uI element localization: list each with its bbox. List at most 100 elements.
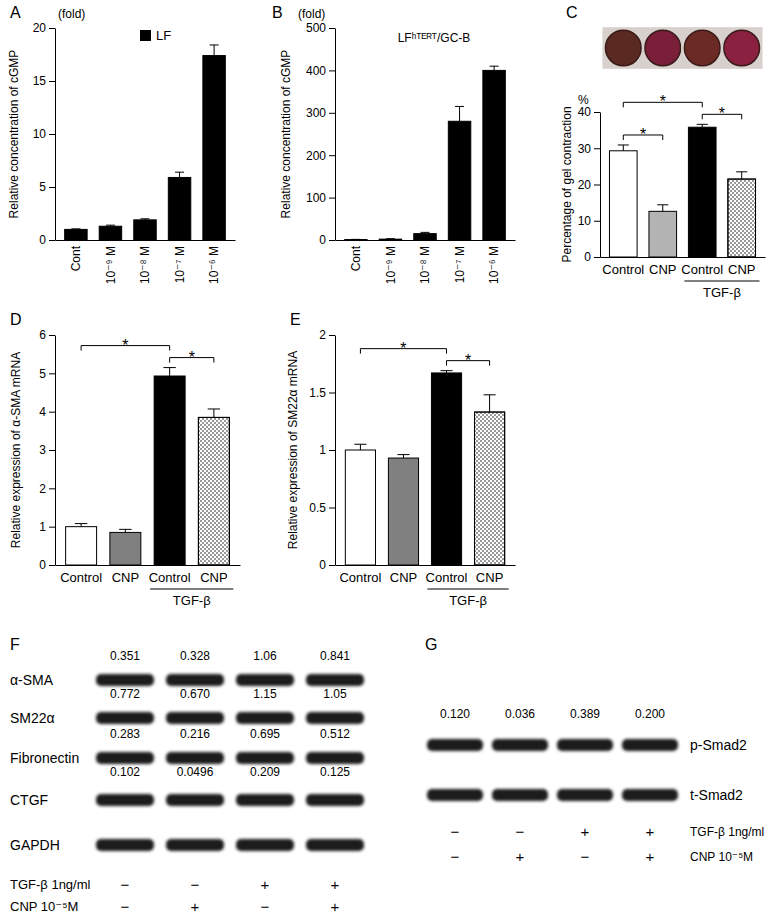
bar	[414, 234, 436, 240]
tick-label: 3	[39, 443, 46, 457]
bar	[99, 226, 121, 240]
y-tick: 0.5	[309, 501, 335, 515]
group-label: TGF-β	[173, 593, 211, 608]
bar	[431, 373, 461, 565]
tick-mark	[49, 81, 55, 82]
tick-label: 400	[306, 64, 326, 78]
axis-line	[55, 29, 56, 241]
blot-band	[306, 752, 364, 764]
y-tick: 3	[39, 443, 55, 457]
y-tick: 400	[306, 64, 335, 78]
blot-band	[557, 739, 613, 751]
x-tick: Control	[426, 565, 468, 585]
tick-mark	[49, 335, 55, 336]
bar	[168, 177, 190, 240]
y-unit: (fold)	[298, 7, 325, 21]
bar-pattern	[728, 179, 756, 257]
y-tick: 2	[39, 482, 55, 496]
tick-label: 5	[39, 367, 46, 381]
condition-sign: −	[121, 898, 130, 915]
error-cap	[618, 144, 629, 145]
x-tick: Control	[149, 565, 191, 585]
error-bar	[214, 45, 215, 56]
y-tick: 20	[578, 178, 600, 192]
tick-mark	[49, 412, 55, 413]
tick-label: Control	[602, 262, 644, 277]
y-tick: 0	[39, 233, 55, 247]
tick-mark	[49, 28, 55, 29]
error-bar	[213, 409, 214, 417]
significance-label: *	[189, 349, 195, 366]
band-quantity: 0.512	[320, 727, 350, 741]
plot-marks	[609, 124, 755, 257]
y-tick: 1	[39, 520, 55, 534]
error-cap	[397, 454, 409, 455]
band-quantity: 0.102	[110, 765, 140, 779]
error-cap	[75, 523, 87, 524]
tick-label: CNP	[649, 262, 676, 277]
plot-marks	[66, 368, 230, 565]
tick-label: 10⁻⁹ M	[384, 246, 398, 284]
tick-label: 0	[584, 250, 591, 264]
gel-photo-frame	[642, 27, 684, 69]
y-axis: 0123456	[39, 328, 55, 572]
x-tick: Cont	[69, 240, 83, 271]
panel-label: C	[566, 4, 578, 21]
axis-line	[55, 336, 56, 566]
tick-mark	[329, 70, 335, 71]
tick-mark	[49, 134, 55, 135]
error-bar	[494, 66, 495, 70]
row-label: α-SMA	[10, 672, 54, 688]
x-tick: CNP	[200, 565, 227, 585]
row-label: SM22α	[10, 710, 55, 726]
tick-label: 200	[306, 149, 326, 163]
condition-label: TGF-β 1ng/ml	[690, 825, 764, 839]
legend-swatch	[140, 30, 151, 41]
tick-mark	[594, 112, 600, 113]
band-quantity: 0.670	[180, 687, 210, 701]
y-unit: (fold)	[58, 7, 85, 21]
blot-band	[427, 789, 483, 801]
band-quantity: 0.216	[180, 727, 210, 741]
y-tick: 15	[33, 74, 55, 88]
bar-chart-panel: 05101520Cont10⁻⁹ M10⁻⁸ M10⁻⁷ M10⁻⁶ MRela…	[7, 4, 236, 284]
axis-line	[56, 240, 236, 241]
blot-band	[306, 712, 364, 724]
bar	[203, 56, 225, 240]
tick-mark	[329, 565, 335, 566]
blot-band	[166, 712, 224, 724]
bar-chart-panel: 0123456ControlCNPControlCNPRelative expr…	[9, 311, 241, 608]
significance-label: *	[660, 93, 666, 110]
x-tick: 10⁻⁹ M	[104, 240, 118, 284]
y-axis: 00.511.52	[309, 328, 335, 572]
tick-label: 2	[319, 328, 326, 342]
blot-band	[306, 839, 364, 851]
band-quantity: 1.15	[253, 687, 277, 701]
blot-band	[236, 839, 294, 851]
band-quantity: 0.120	[440, 707, 470, 721]
y-tick: 200	[306, 149, 335, 163]
y-tick: 1	[319, 443, 335, 457]
y-unit: %	[578, 93, 589, 107]
panel-label: A	[10, 4, 21, 21]
y-tick: 100	[306, 191, 335, 205]
y-axis-title: Relative concentration of cGMP	[7, 50, 21, 219]
tick-mark	[49, 373, 55, 374]
plot-marks	[345, 371, 504, 565]
blot-panel: G0.1200.0360.3890.200p-Smad2t-Smad2TGF-β…	[425, 636, 764, 865]
tick-label: CNP	[112, 570, 139, 585]
tick-label: Cont	[349, 245, 363, 271]
tick-label: 10	[33, 127, 47, 141]
legend: LF	[140, 28, 171, 43]
blot-band	[557, 789, 613, 801]
gel-photo-frame	[721, 27, 763, 69]
tick-mark	[329, 240, 335, 241]
band-quantity: 0.0496	[177, 765, 214, 779]
row-label: CTGF	[10, 792, 48, 808]
blot-band	[166, 794, 224, 806]
band-quantity: 1.05	[323, 687, 347, 701]
error-cap	[208, 408, 220, 409]
tick-mark	[49, 450, 55, 451]
x-tick: 10⁻⁸ M	[138, 240, 152, 284]
blot-band	[96, 794, 154, 806]
